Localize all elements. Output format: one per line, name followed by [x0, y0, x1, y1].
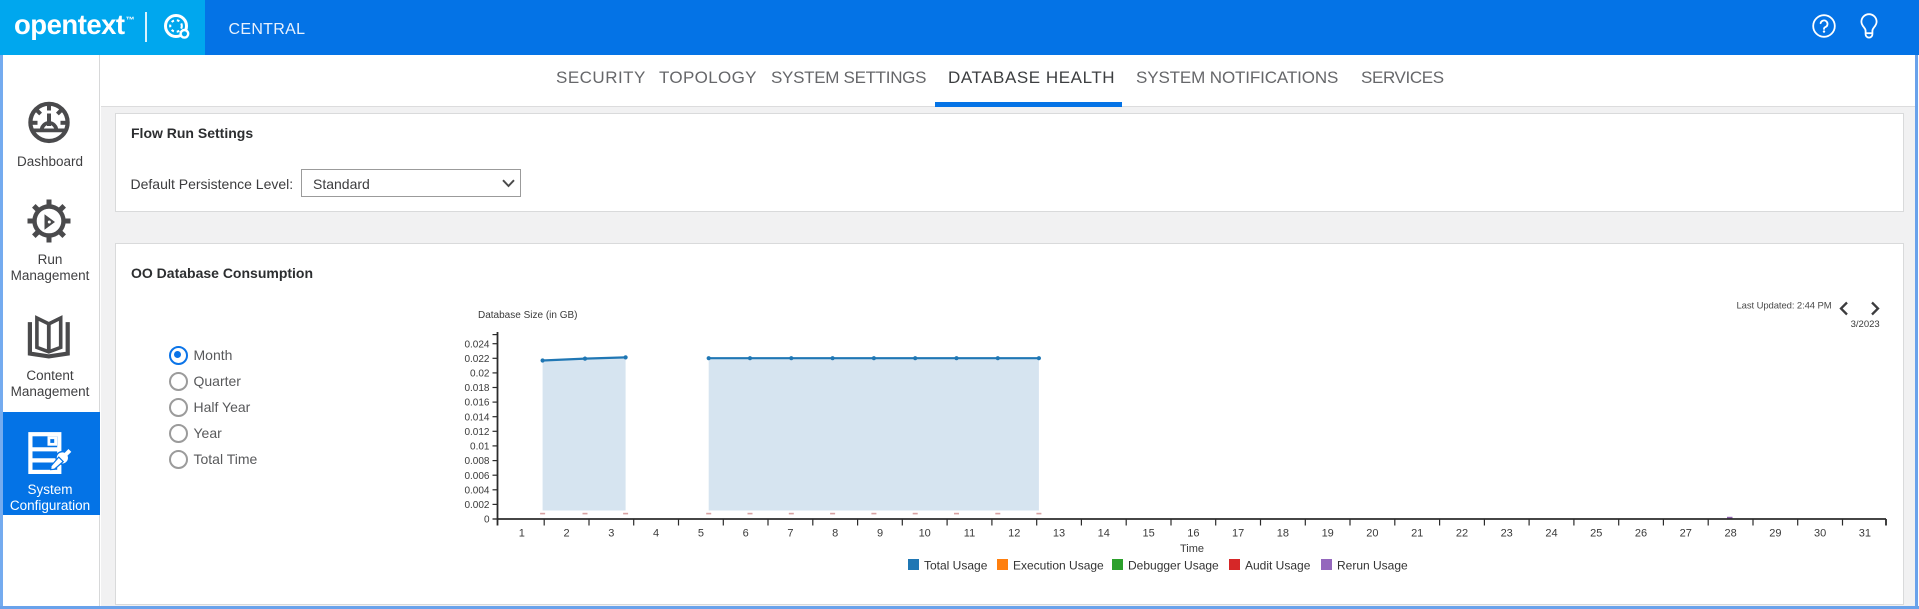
- svg-text:13: 13: [1053, 528, 1065, 540]
- svg-text:14: 14: [1098, 528, 1110, 540]
- svg-text:27: 27: [1680, 528, 1692, 540]
- svg-text:29: 29: [1769, 528, 1781, 540]
- svg-text:0.016: 0.016: [464, 398, 489, 409]
- svg-text:0.014: 0.014: [464, 412, 489, 423]
- svg-text:11: 11: [964, 528, 975, 540]
- svg-text:0.002: 0.002: [464, 500, 489, 511]
- svg-text:1: 1: [519, 528, 525, 540]
- svg-text:Debugger Usage: Debugger Usage: [1128, 559, 1219, 573]
- svg-text:3/2023: 3/2023: [1851, 319, 1880, 330]
- svg-text:0.018: 0.018: [464, 383, 489, 394]
- svg-text:21: 21: [1411, 528, 1423, 540]
- svg-text:16: 16: [1187, 528, 1199, 540]
- svg-text:Database Size (in GB): Database Size (in GB): [478, 310, 578, 321]
- svg-text:0.004: 0.004: [464, 485, 489, 496]
- svg-text:17: 17: [1232, 528, 1244, 540]
- svg-text:7: 7: [787, 528, 793, 540]
- svg-text:31: 31: [1859, 528, 1871, 540]
- svg-text:0.02: 0.02: [470, 369, 490, 380]
- svg-text:12: 12: [1008, 528, 1020, 540]
- svg-text:Audit Usage: Audit Usage: [1245, 559, 1311, 573]
- svg-text:0.01: 0.01: [470, 442, 490, 453]
- svg-text:20: 20: [1366, 528, 1378, 540]
- svg-text:18: 18: [1277, 528, 1289, 540]
- svg-text:25: 25: [1590, 528, 1602, 540]
- svg-text:10: 10: [919, 528, 931, 540]
- svg-text:19: 19: [1322, 528, 1334, 540]
- svg-text:0.024: 0.024: [464, 339, 489, 350]
- svg-text:Execution Usage: Execution Usage: [1013, 559, 1104, 573]
- svg-text:Last Updated: 2:44 PM: Last Updated: 2:44 PM: [1737, 301, 1832, 312]
- svg-text:8: 8: [832, 528, 838, 540]
- svg-text:Total Usage: Total Usage: [924, 559, 988, 573]
- svg-text:0.022: 0.022: [464, 354, 489, 365]
- svg-text:0.006: 0.006: [464, 471, 489, 482]
- svg-text:23: 23: [1501, 528, 1513, 540]
- svg-text:0.008: 0.008: [464, 456, 489, 467]
- svg-text:24: 24: [1545, 528, 1557, 540]
- svg-text:30: 30: [1814, 528, 1826, 540]
- svg-text:22: 22: [1456, 528, 1468, 540]
- svg-text:3: 3: [608, 528, 614, 540]
- svg-text:4: 4: [653, 528, 659, 540]
- svg-text:15: 15: [1142, 528, 1154, 540]
- svg-text:0.012: 0.012: [464, 427, 489, 438]
- svg-text:5: 5: [698, 528, 704, 540]
- svg-text:9: 9: [877, 528, 883, 540]
- svg-text:0: 0: [484, 515, 490, 526]
- svg-text:2: 2: [564, 528, 570, 540]
- svg-text:Rerun Usage: Rerun Usage: [1337, 559, 1408, 573]
- svg-text:28: 28: [1724, 528, 1736, 540]
- svg-text:Time: Time: [1180, 543, 1204, 555]
- svg-text:26: 26: [1635, 528, 1647, 540]
- svg-text:6: 6: [743, 528, 749, 540]
